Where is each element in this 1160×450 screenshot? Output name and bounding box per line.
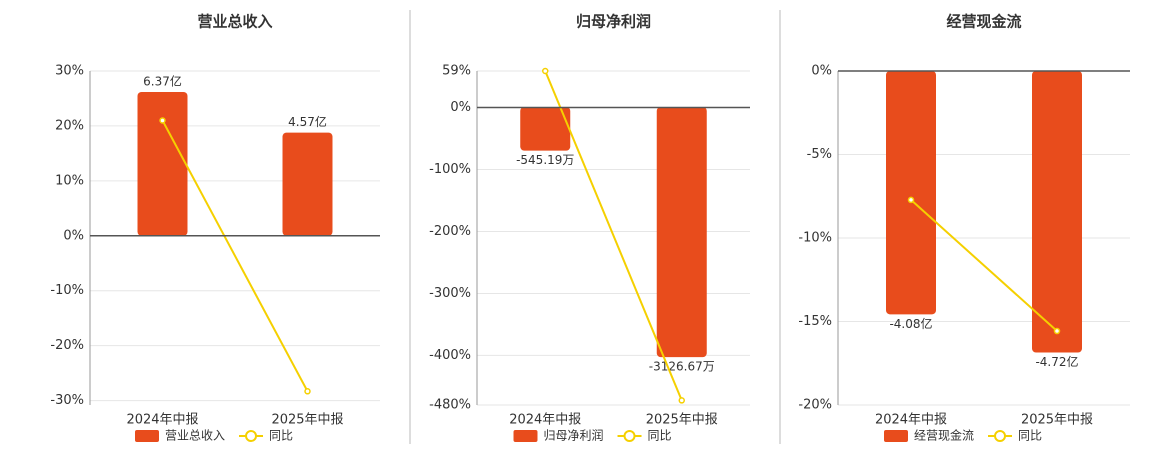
y-tick-label: -20%	[798, 398, 832, 413]
legend-icon	[135, 430, 159, 442]
line-point	[1053, 327, 1061, 335]
value-label: 6.37亿	[143, 73, 182, 88]
x-tick-label: 2024年中报	[875, 413, 947, 428]
line	[544, 70, 683, 401]
x-tick-label: 2025年中报	[646, 413, 718, 428]
legend-label: 经营现金流	[914, 428, 974, 443]
chart-title: 归母净利润	[576, 13, 651, 31]
x-tick-label: 2024年中报	[509, 413, 581, 428]
y-tick-label: -200%	[429, 224, 471, 239]
value-label: 4.57亿	[288, 114, 327, 129]
chart-title: 营业总收入	[197, 13, 272, 31]
bar	[137, 91, 188, 236]
y-tick-label: 0%	[450, 100, 471, 115]
legend-icon	[513, 430, 538, 442]
y-tick-label: 0%	[811, 64, 832, 79]
y-tick-label: -20%	[50, 338, 84, 353]
value-label: -4.72亿	[1035, 354, 1078, 369]
bar	[520, 107, 571, 151]
y-tick-label: 10%	[55, 173, 84, 188]
y-tick-label: 59%	[442, 64, 471, 79]
y-tick-label: -10%	[50, 283, 84, 298]
line-point	[907, 196, 915, 204]
legend-label: 同比	[648, 429, 672, 443]
y-tick-label: -15%	[798, 314, 832, 329]
x-tick-label: 2025年中报	[1021, 413, 1093, 428]
line-point	[304, 388, 311, 395]
legend-label: 同比	[1018, 429, 1042, 443]
y-tick-label: 20%	[55, 118, 84, 133]
y-tick-label: 30%	[55, 64, 84, 79]
legend-icon	[623, 430, 636, 442]
chart-title: 经营现金流	[946, 13, 1021, 31]
bar	[886, 71, 936, 315]
legend-icon	[884, 430, 908, 442]
y-tick-label: -100%	[429, 162, 471, 177]
value-label: -4.08亿	[889, 316, 932, 331]
value-label: -3126.67万	[649, 360, 715, 374]
y-tick-label: 0%	[63, 228, 84, 243]
value-label: -545.19万	[516, 153, 574, 167]
line-point	[542, 67, 549, 75]
bar	[656, 107, 707, 358]
line-point	[678, 397, 685, 404]
legend-label: 归母净利润	[544, 429, 604, 443]
y-tick-label: -30%	[50, 393, 84, 408]
y-tick-label: -480%	[429, 398, 471, 413]
line	[910, 199, 1058, 332]
y-tick-label: -300%	[429, 286, 471, 301]
legend-icon	[245, 430, 258, 442]
x-tick-label: 2025年中报	[271, 413, 343, 428]
bar	[1032, 71, 1082, 353]
y-tick-label: -10%	[798, 231, 832, 246]
legend-label: 营业总收入	[165, 429, 225, 443]
y-tick-label: -5%	[807, 147, 832, 162]
line	[161, 119, 309, 392]
legend-icon	[994, 430, 1007, 442]
y-tick-label: -400%	[429, 348, 471, 363]
line-point	[159, 117, 166, 124]
bar	[282, 132, 333, 236]
legend-label: 同比	[269, 429, 293, 443]
x-tick-label: 2024年中报	[126, 413, 198, 428]
